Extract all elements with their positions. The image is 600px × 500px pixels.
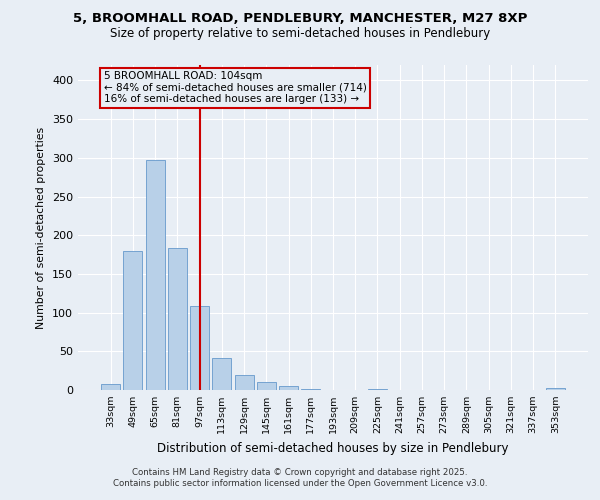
- Text: 5 BROOMHALL ROAD: 104sqm
← 84% of semi-detached houses are smaller (714)
16% of : 5 BROOMHALL ROAD: 104sqm ← 84% of semi-d…: [104, 71, 367, 104]
- Bar: [168, 248, 187, 390]
- Bar: [368, 389, 387, 390]
- Bar: [124, 250, 142, 390]
- Bar: [546, 388, 565, 390]
- Bar: [101, 384, 120, 390]
- Text: Size of property relative to semi-detached houses in Pendlebury: Size of property relative to semi-detach…: [110, 28, 490, 40]
- Text: Contains HM Land Registry data © Crown copyright and database right 2025.
Contai: Contains HM Land Registry data © Crown c…: [113, 468, 487, 487]
- Bar: [257, 382, 276, 390]
- Text: 5, BROOMHALL ROAD, PENDLEBURY, MANCHESTER, M27 8XP: 5, BROOMHALL ROAD, PENDLEBURY, MANCHESTE…: [73, 12, 527, 26]
- Y-axis label: Number of semi-detached properties: Number of semi-detached properties: [37, 126, 46, 328]
- X-axis label: Distribution of semi-detached houses by size in Pendlebury: Distribution of semi-detached houses by …: [157, 442, 509, 454]
- Bar: [212, 358, 231, 390]
- Bar: [279, 386, 298, 390]
- Bar: [146, 160, 164, 390]
- Bar: [301, 389, 320, 390]
- Bar: [190, 306, 209, 390]
- Bar: [235, 374, 254, 390]
